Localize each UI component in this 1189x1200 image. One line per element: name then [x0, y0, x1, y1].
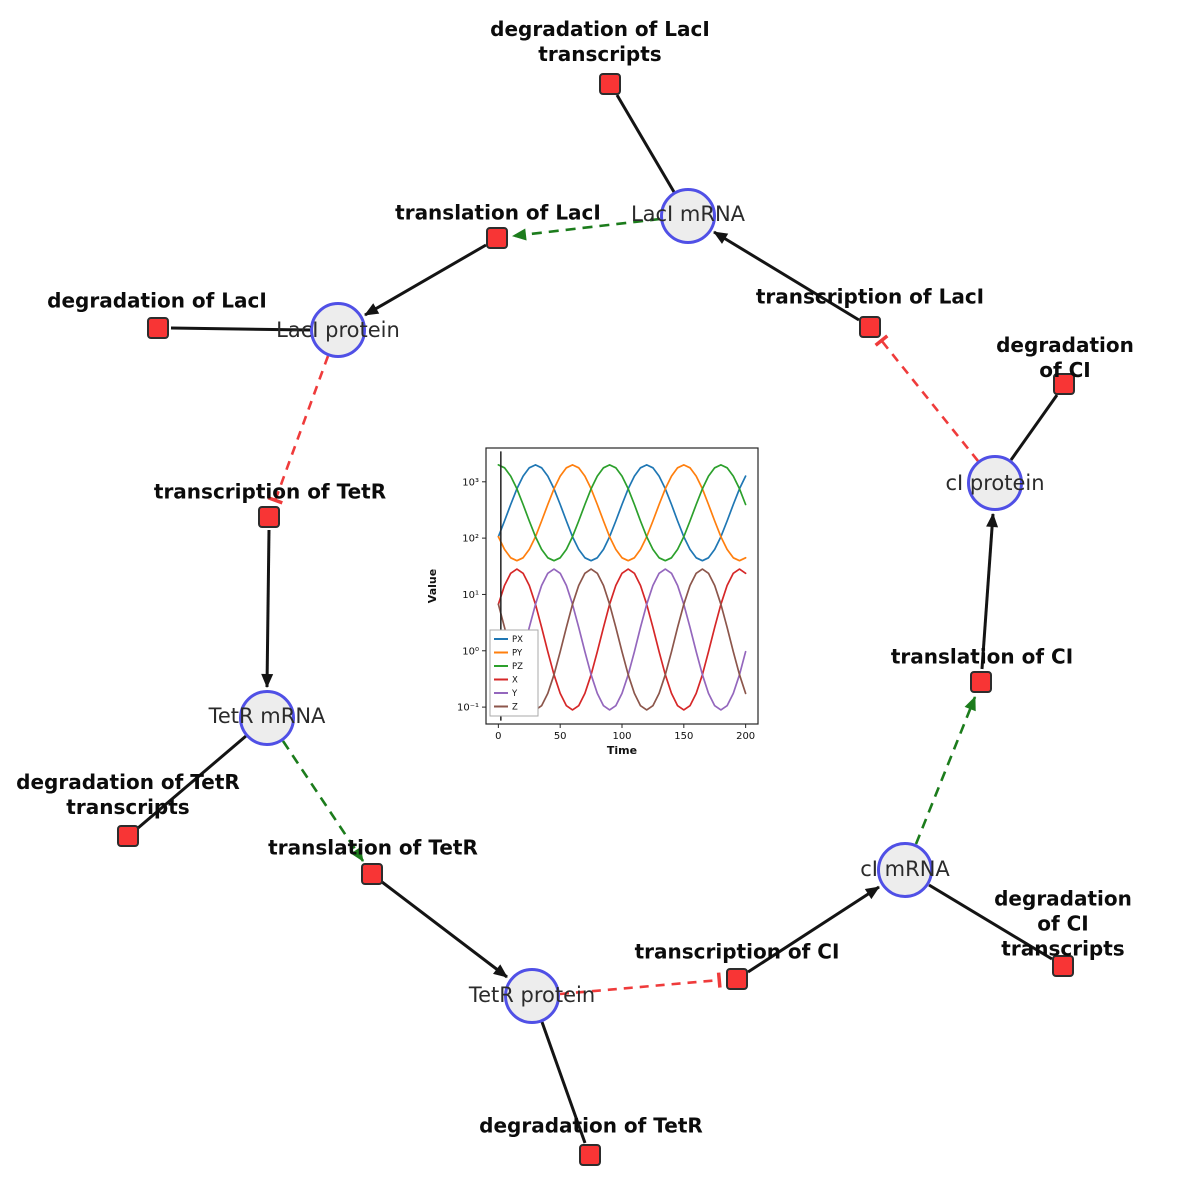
species-label-tetr-protein: TetR protein: [468, 983, 596, 1007]
reaction-label-tx-ci: transcription of CI: [634, 939, 840, 964]
species-node-tetr-protein: [504, 968, 560, 1024]
svg-text:0: 0: [495, 731, 501, 742]
reaction-node-tx-laci: [859, 316, 881, 338]
svg-text:PX: PX: [512, 635, 523, 645]
svg-text:100: 100: [612, 731, 631, 742]
reaction-node-deg-laci-transcripts: [599, 73, 621, 95]
edge-laci-protein-inhibits-tx-tetr: [267, 355, 330, 505]
inset-plot-canvas: 0 50 100 150 200 10³ 10² 10¹ 10⁰ 10⁻¹ Time Value PX P…: [426, 447, 759, 757]
species-label-ci-mrna: cI mRNA: [860, 857, 950, 881]
svg-text:10²: 10²: [462, 534, 479, 545]
species-label-laci-protein: LacI protein: [276, 318, 400, 342]
svg-text:10⁻¹: 10⁻¹: [457, 703, 479, 714]
reaction-node-deg-laci: [147, 317, 169, 339]
svg-text:Value: Value: [426, 569, 439, 603]
reaction-node-deg-ci-transcripts: [1052, 955, 1074, 977]
svg-text:10³: 10³: [462, 477, 479, 488]
reaction-label-translation-ci: translation of CI: [890, 644, 1074, 669]
edge-ci-mrna-to-translation-ci: [914, 696, 977, 845]
reaction-label-tx-tetr: transcription of TetR: [153, 479, 387, 504]
svg-text:X: X: [512, 676, 518, 686]
inset-timeseries-plot: 0 50 100 150 200 10³ 10² 10¹ 10⁰ 10⁻¹ Time Value PX P…: [420, 432, 780, 772]
species-label-tetr-mrna: TetR mRNA: [208, 704, 326, 728]
species-node-ci-protein: [967, 455, 1023, 511]
svg-text:10¹: 10¹: [462, 590, 479, 601]
edge-tx-laci-to-laci-mrna: [713, 230, 860, 322]
reaction-node-translation-ci: [970, 671, 992, 693]
edge-ci-mrna-to-deg-ci-tx: [928, 883, 1053, 961]
edge-tx-tetr-to-tetr-mrna: [261, 529, 274, 688]
reaction-label-deg-laci: degradation of LacI: [47, 288, 267, 313]
edge-laci-mrna-to-deg-laci-tx: [615, 94, 676, 193]
edge-translation-tetr-to-tetr-protein: [381, 880, 508, 979]
species-node-tetr-mrna: [239, 690, 295, 746]
edge-tetr-mrna-to-translation-tetr: [281, 740, 365, 862]
svg-text:Z: Z: [512, 703, 518, 713]
species-node-laci-protein: [310, 302, 366, 358]
species-label-laci-mrna: LacI mRNA: [630, 202, 746, 226]
svg-text:10⁰: 10⁰: [462, 646, 479, 657]
svg-text:PZ: PZ: [512, 662, 523, 672]
reaction-node-tx-ci: [726, 968, 748, 990]
reaction-node-deg-ci: [1053, 373, 1075, 395]
edge-tetr-protein-to-deg-tetr: [540, 1021, 587, 1144]
edge-laci-mrna-to-translation-laci: [512, 217, 661, 241]
reaction-node-tx-tetr: [258, 506, 280, 528]
species-label-ci-protein: cI protein: [945, 471, 1045, 495]
reaction-label-translation-tetr: translation of TetR: [268, 835, 478, 860]
edge-ci-protein-inhibits-tx-laci: [874, 334, 980, 462]
edge-ci-protein-to-deg-ci: [1009, 394, 1059, 461]
species-node-ci-mrna: [877, 842, 933, 898]
reaction-node-deg-tetr: [579, 1144, 601, 1166]
svg-text:150: 150: [674, 731, 693, 742]
edge-tetr-mrna-to-deg-tetr-tx: [137, 734, 247, 830]
reaction-label-tx-laci: transcription of LacI: [755, 284, 985, 309]
reaction-label-deg-tetr-transcripts: degradation of TetR transcripts: [16, 770, 240, 819]
edge-laci-protein-to-deg-laci: [170, 326, 311, 332]
edge-tx-ci-to-ci-mrna: [747, 885, 880, 974]
reaction-label-translation-laci: translation of LacI: [395, 200, 601, 225]
edge-translation-ci-to-ci-protein: [980, 513, 999, 670]
species-node-laci-mrna: [660, 188, 716, 244]
reaction-label-deg-ci-transcripts: degradation of CI transcripts: [994, 886, 1132, 961]
svg-text:50: 50: [554, 731, 567, 742]
reaction-node-translation-laci: [486, 227, 508, 249]
reaction-node-deg-tetr-transcripts: [117, 825, 139, 847]
edge-tetr-protein-inhibits-tx-ci: [559, 972, 722, 996]
svg-text:200: 200: [736, 731, 755, 742]
reaction-label-deg-ci: degradation of CI: [996, 333, 1134, 382]
reaction-label-deg-laci-transcripts: degradation of LacI transcripts: [490, 17, 710, 66]
edge-translation-laci-to-laci-protein: [364, 243, 487, 317]
svg-text:Time: Time: [607, 744, 637, 757]
reaction-node-translation-tetr: [361, 863, 383, 885]
reaction-label-deg-tetr: degradation of TetR: [479, 1113, 703, 1138]
svg-text:PY: PY: [512, 649, 523, 659]
svg-text:Y: Y: [511, 689, 518, 699]
